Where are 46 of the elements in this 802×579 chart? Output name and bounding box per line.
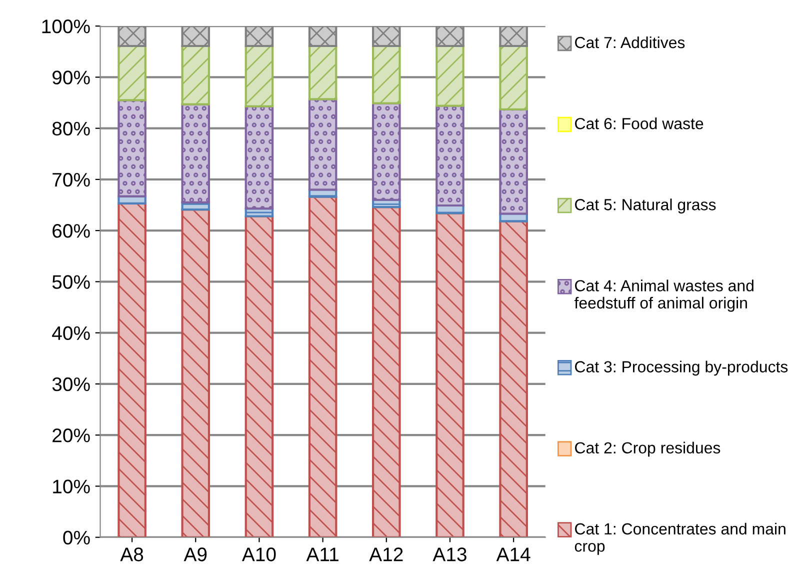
bar	[308, 196, 338, 538]
legend-label: Cat 2: Crop residues	[575, 442, 720, 457]
bar	[244, 44, 274, 108]
bar	[118, 44, 146, 102]
bar	[436, 44, 464, 107]
bar	[436, 212, 464, 538]
bar	[181, 44, 210, 106]
bar	[372, 102, 401, 201]
bar	[499, 220, 528, 538]
y-tick-label: 90%	[52, 70, 90, 84]
bar	[181, 208, 210, 538]
bar	[372, 206, 401, 538]
y-tick-label: 40%	[52, 326, 90, 340]
x-tick-label: A11	[306, 548, 338, 562]
legend-label: Cat 5: Natural grass	[575, 198, 716, 214]
bar	[436, 104, 464, 207]
y-tick-label: 80%	[52, 122, 90, 136]
y-tick-label: 70%	[52, 172, 90, 187]
x-tick-label: A8	[120, 548, 144, 562]
x-tick-label: A12	[369, 548, 403, 562]
bar	[244, 215, 274, 538]
x-tick-label: A14	[496, 548, 530, 562]
legend-label: Cat 1: Concentrates and main crop	[574, 522, 786, 555]
x-tick-label: A9	[184, 548, 207, 562]
y-tick-label: 0%	[63, 530, 90, 545]
y-tick-label: 10%	[53, 480, 90, 494]
bar	[372, 44, 401, 104]
y-tick-label: 20%	[52, 428, 90, 442]
bar	[499, 108, 528, 215]
y-tick-label: 100%	[42, 20, 90, 34]
y-tick-label: 60%	[52, 224, 90, 238]
bar	[499, 44, 528, 110]
legend-label: Cat 7: Additives	[575, 36, 685, 48]
bar	[308, 98, 338, 191]
legend-label: Cat 3: Processing by-products	[575, 360, 788, 376]
bar	[308, 44, 338, 100]
bar	[181, 103, 210, 204]
bar	[118, 99, 146, 198]
x-tick-label: A13	[432, 548, 466, 562]
x-tick-label: A10	[242, 548, 276, 562]
y-tick-label: 30%	[52, 377, 90, 392]
y-tick-label: 50%	[52, 275, 90, 289]
bar	[244, 105, 274, 210]
legend-label: Cat 4: Animal wastes and feedstuff of animal origin	[574, 280, 754, 312]
bar	[118, 202, 146, 538]
legend-label: Cat 6: Food waste	[575, 118, 704, 130]
